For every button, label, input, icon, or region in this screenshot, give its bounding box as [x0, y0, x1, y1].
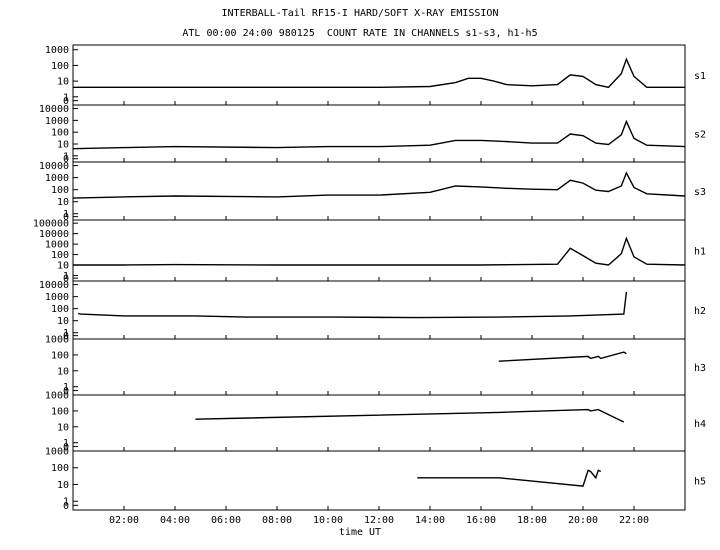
- y-tick-label-h1: 10: [57, 261, 69, 272]
- x-tick-label: 04:00: [160, 515, 190, 526]
- y-tick-label-h2: 10000: [39, 280, 69, 291]
- y-tick-label-h5: 10: [57, 480, 69, 491]
- y-tick-label-h1: 100000: [33, 219, 69, 230]
- y-tick-label-h4: 100: [51, 406, 69, 417]
- y-tick-label-h2: 1: [63, 328, 69, 339]
- y-tick-label-s3: 100: [51, 185, 69, 196]
- y-tick-label-s3: 10: [57, 197, 69, 208]
- series-line-s2: [72, 119, 686, 150]
- y-tick-label-h4: 1000: [45, 391, 69, 402]
- y-tick-label-s2: 0: [63, 154, 69, 165]
- y-tick-label-h3: 10: [57, 366, 69, 377]
- x-tick-label: 12:00: [364, 515, 394, 526]
- series-line-h2: [77, 291, 628, 319]
- y-tick-label-h1: 0: [63, 274, 69, 285]
- x-tick-label: 08:00: [262, 515, 292, 526]
- x-tick-label: 20:00: [568, 515, 598, 526]
- y-tick-label-s2: 10000: [39, 104, 69, 115]
- y-tick-label-s3: 10000: [39, 161, 69, 172]
- y-tick-label-s1: 10: [57, 77, 69, 88]
- y-tick-label-s2: 1: [63, 151, 69, 162]
- channel-label-s2: s2: [694, 130, 706, 141]
- panel-frame-h3: [72, 338, 686, 396]
- channel-label-h2: h2: [694, 306, 706, 317]
- x-tick-label: 10:00: [313, 515, 343, 526]
- y-tick-label-h4: 0: [63, 442, 69, 453]
- y-tick-label-h3: 100: [51, 350, 69, 361]
- series-line-h4: [195, 408, 625, 423]
- channel-label-h3: h3: [694, 363, 706, 374]
- y-tick-label-h1: 100: [51, 250, 69, 261]
- y-tick-label-h1: 10000: [39, 229, 69, 240]
- y-tick-label-h5: 0: [63, 501, 69, 512]
- y-tick-label-h4: 1: [63, 438, 69, 449]
- panel-frame-s2: [72, 104, 686, 163]
- panel-frame-s3: [72, 161, 686, 221]
- series-line-h5: [417, 469, 602, 487]
- y-tick-label-h5: 100: [51, 463, 69, 474]
- panel-frame-h4: [72, 394, 686, 452]
- y-tick-label-h1: 1: [63, 271, 69, 282]
- series-line-h3: [498, 351, 627, 362]
- y-tick-label-h5: 1: [63, 497, 69, 508]
- y-tick-label-s1: 1: [63, 92, 69, 103]
- y-tick-label-h5: 1000: [45, 447, 69, 458]
- y-tick-label-s3: 1000: [45, 173, 69, 184]
- panel-frame-h1: [72, 219, 686, 282]
- x-axis-label: time UT: [338, 527, 382, 538]
- y-tick-label-h2: 100: [51, 304, 69, 315]
- y-tick-label-h4: 10: [57, 422, 69, 433]
- y-tick-label-s2: 10: [57, 140, 69, 151]
- y-tick-label-h3: 0: [63, 386, 69, 397]
- y-tick-label-s2: 100: [51, 128, 69, 139]
- channel-label-h4: h4: [694, 419, 706, 430]
- channel-label-h1: h1: [694, 247, 706, 258]
- y-tick-label-h3: 1: [63, 382, 69, 393]
- channel-label-h5: h5: [694, 477, 706, 488]
- panel-frame-h2: [72, 280, 686, 340]
- x-tick-label: 22:00: [619, 515, 649, 526]
- panel-frame-h5: [72, 450, 686, 511]
- y-tick-label-h1: 1000: [45, 240, 69, 251]
- panel-frame-s1: [72, 44, 686, 106]
- y-tick-label-h3: 1000: [45, 335, 69, 346]
- y-tick-label-s1: 100: [51, 61, 69, 72]
- y-tick-label-s1: 1000: [45, 45, 69, 56]
- y-tick-label-s1: 0: [63, 96, 69, 107]
- series-line-h1: [73, 236, 686, 266]
- y-tick-label-h2: 10: [57, 316, 69, 327]
- y-tick-label-s3: 0: [63, 212, 69, 223]
- y-tick-label-s2: 1000: [45, 116, 69, 127]
- x-tick-label: 06:00: [211, 515, 241, 526]
- channel-label-s3: s3: [694, 187, 706, 198]
- channel-label-s1: s1: [694, 71, 706, 82]
- y-tick-label-h2: 1000: [45, 292, 69, 303]
- x-tick-label: 18:00: [517, 515, 547, 526]
- y-tick-label-h2: 0: [63, 331, 69, 342]
- x-tick-label: 02:00: [109, 515, 139, 526]
- series-line-s3: [72, 171, 686, 199]
- x-tick-label: 16:00: [466, 515, 496, 526]
- chart-title: INTERBALL-Tail RF15-I HARD/SOFT X-RAY EM…: [221, 8, 499, 19]
- chart-subtitle: ATL 00:00 24:00 980125 COUNT RATE IN CHA…: [182, 28, 538, 39]
- x-tick-label: 14:00: [415, 515, 445, 526]
- y-tick-label-s3: 1: [63, 209, 69, 220]
- series-line-s1: [73, 57, 685, 89]
